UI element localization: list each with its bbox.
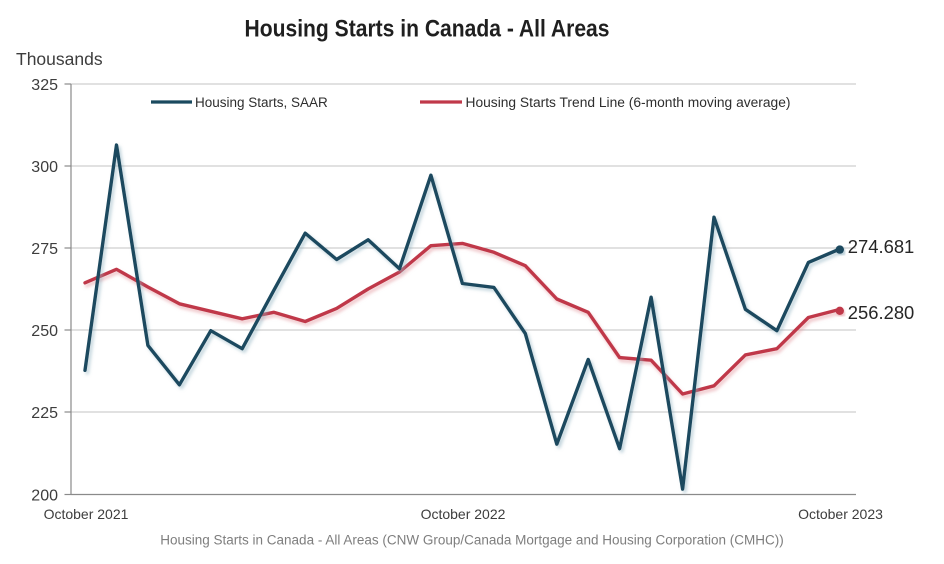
svg-text:Housing Starts Trend Line (6-m: Housing Starts Trend Line (6-month movin… <box>466 95 791 110</box>
svg-text:Housing Starts in Canada - All: Housing Starts in Canada - All Areas <box>245 16 610 43</box>
svg-text:October 2022: October 2022 <box>421 506 506 522</box>
svg-text:274.681: 274.681 <box>848 236 914 257</box>
svg-text:275: 275 <box>31 241 58 258</box>
svg-text:325: 325 <box>31 77 58 94</box>
svg-text:October 2021: October 2021 <box>44 506 129 522</box>
svg-text:256.280: 256.280 <box>848 302 914 323</box>
svg-text:Housing Starts, SAAR: Housing Starts, SAAR <box>195 95 328 110</box>
svg-text:300: 300 <box>31 159 58 176</box>
svg-text:250: 250 <box>31 323 58 340</box>
svg-text:200: 200 <box>31 488 58 505</box>
svg-text:Thousands: Thousands <box>16 49 103 69</box>
svg-text:Housing Starts in Canada - All: Housing Starts in Canada - All Areas (CN… <box>160 533 784 548</box>
svg-text:October 2023: October 2023 <box>798 506 883 522</box>
svg-text:225: 225 <box>31 405 58 422</box>
